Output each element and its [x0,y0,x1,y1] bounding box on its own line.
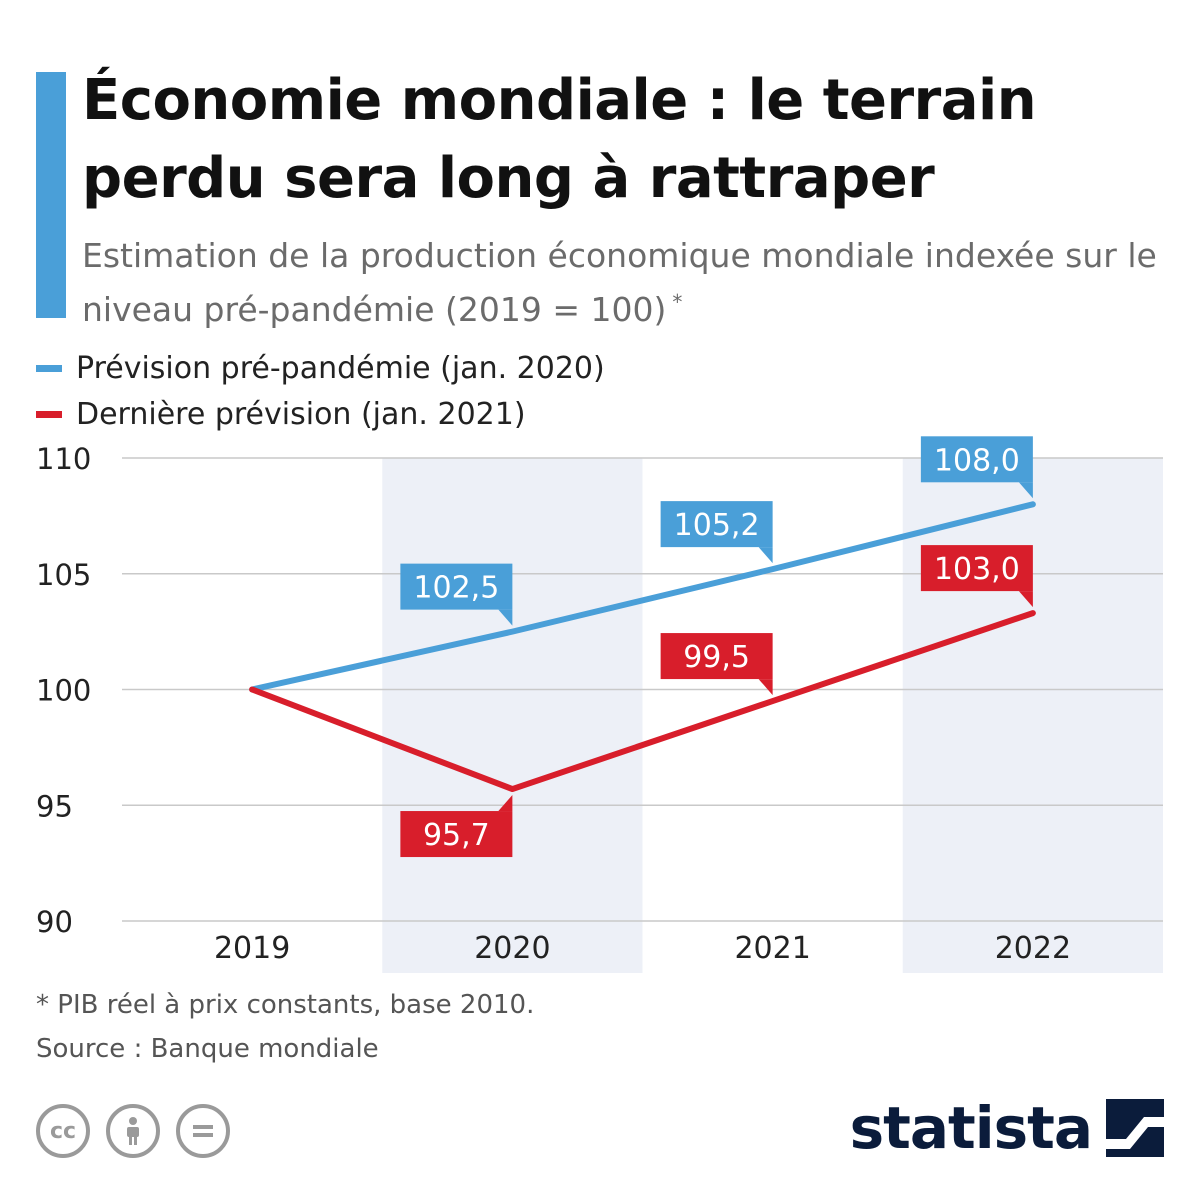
y-tick-label: 100 [36,674,91,708]
series-line-0 [249,501,1036,693]
data-label-pointer [758,547,773,564]
data-label-pointer [498,609,513,626]
data-label-box [400,811,513,858]
x-tick-label: 2019 [214,931,290,966]
shaded-column [382,458,643,973]
data-label-box [660,501,773,548]
data-label-box [660,633,773,680]
no-derivatives-icon[interactable] [176,1104,230,1158]
statista-logo[interactable]: statista [850,1094,1164,1162]
y-tick-label: 90 [36,905,73,939]
data-label-box [920,545,1033,592]
shaded-column [902,458,1163,973]
statista-mark-icon [1106,1099,1164,1157]
legend: Prévision pré-pandémie (jan. 2020) Derni… [36,345,605,437]
y-tick-label: 110 [36,442,91,476]
data-label: 99,5 [683,640,750,675]
data-label-box [920,436,1033,483]
data-label-pointer [1018,591,1033,608]
y-tick-label: 105 [36,558,91,592]
data-label: 95,7 [423,818,490,853]
subtitle-text: Estimation de la production économique m… [82,236,1157,329]
page-title: Économie mondiale : le terrain perdu ser… [82,68,1037,211]
y-tick-label: 95 [36,789,73,823]
legend-swatch-red [36,410,62,418]
data-label-pointer [1018,482,1033,499]
attribution-icon[interactable] [106,1104,160,1158]
data-label: 102,5 [413,571,499,606]
legend-item-pre-pandemic: Prévision pré-pandémie (jan. 2020) [36,345,605,391]
legend-swatch-blue [36,364,62,372]
footnote: * PIB réel à prix constants, base 2010. [36,990,535,1020]
line-chart: 90 95 100 105 110 2019 2020 2021 2022 102,5 105,2 1… [36,436,1163,973]
data-label-box [400,563,513,610]
x-tick-label: 2022 [995,931,1071,966]
subtitle-marker: * [672,290,683,314]
brand-name: statista [849,1094,1093,1162]
series-line-1 [249,610,1036,793]
license-icons: cc [36,1104,230,1158]
page-subtitle: Estimation de la production économique m… [82,233,1182,333]
data-label: 105,2 [674,508,760,543]
cc-icon[interactable]: cc [36,1104,90,1158]
data-label-pointer [758,679,773,696]
legend-label: Prévision pré-pandémie (jan. 2020) [76,350,605,386]
legend-label: Dernière prévision (jan. 2021) [76,396,526,432]
data-label-pointer [498,795,513,812]
x-tick-label: 2021 [734,931,810,966]
source-note: Source : Banque mondiale [36,1034,379,1064]
legend-item-latest: Dernière prévision (jan. 2021) [36,391,605,437]
accent-bar [36,72,66,318]
data-label: 103,0 [934,552,1020,587]
x-tick-label: 2020 [474,931,550,966]
data-label: 108,0 [934,443,1020,478]
